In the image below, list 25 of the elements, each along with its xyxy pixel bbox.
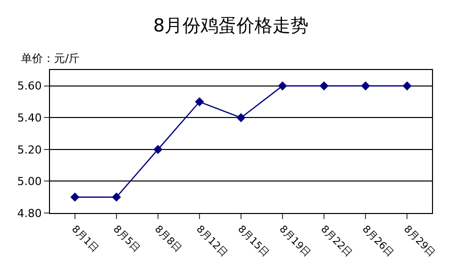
point — [319, 81, 329, 90]
x-tick-label: 8月22日 — [318, 224, 354, 260]
point — [112, 192, 121, 202]
point — [153, 144, 163, 154]
x-tick-label: 8月8日 — [152, 224, 184, 255]
point — [402, 81, 412, 90]
point — [236, 113, 246, 122]
y-tick-label: 5.60 — [17, 80, 42, 93]
x-tick-label: 8月26日 — [360, 224, 396, 260]
x-tick-label: 8月12日 — [194, 224, 230, 260]
point — [278, 81, 288, 90]
y-tick-label: 5.00 — [17, 175, 42, 188]
x-tick-label: 8月19日 — [276, 224, 312, 260]
x-tick-label: 8月5日 — [110, 224, 142, 255]
point — [361, 81, 370, 90]
x-tick-label: 8月1日 — [69, 224, 100, 255]
y-tick-label: 5.20 — [17, 143, 42, 156]
point — [194, 97, 204, 106]
y-tick-label: 5.40 — [17, 112, 42, 125]
chart-title: 8月份鸡蛋价格走势 — [153, 16, 309, 37]
x-tick-label: 8月15日 — [235, 224, 271, 260]
point — [70, 192, 80, 202]
y-tick-label: 4.80 — [17, 206, 42, 220]
y-axis-title: 单价：元/斤 — [21, 52, 80, 65]
x-tick-label: 8月29日 — [401, 224, 437, 260]
